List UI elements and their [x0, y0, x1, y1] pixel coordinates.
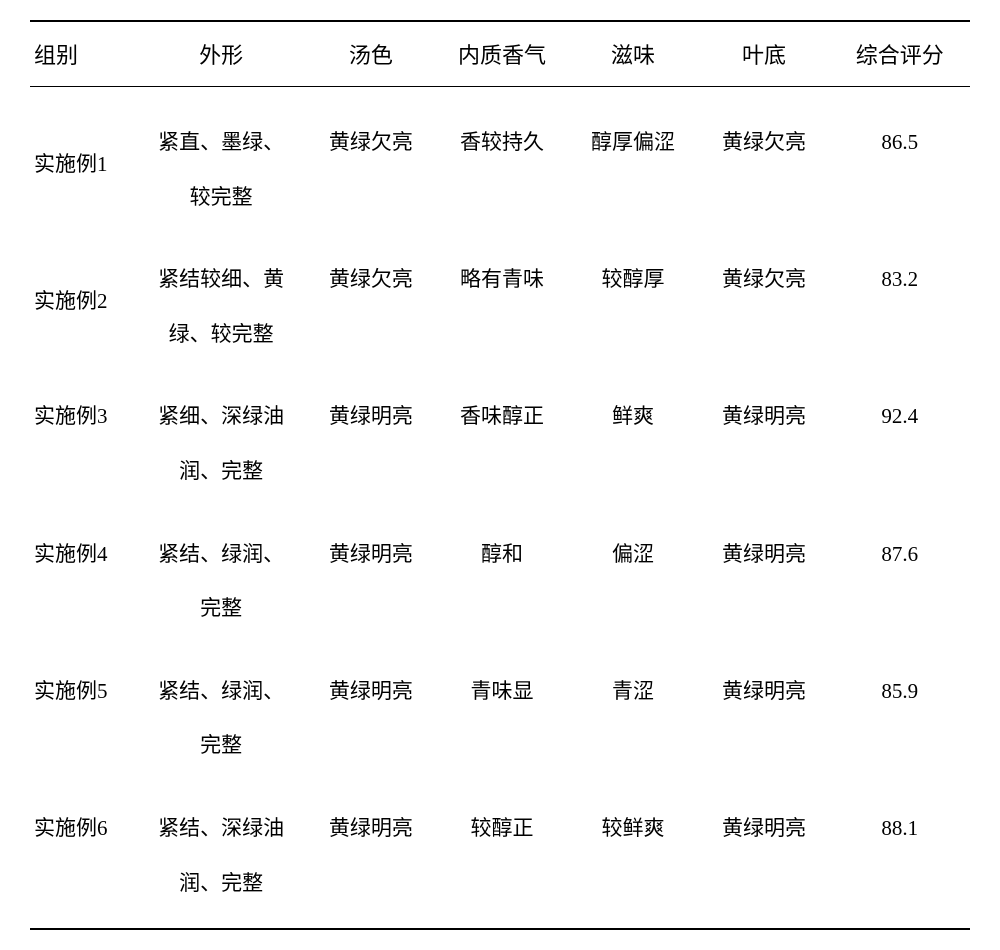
- cell-leaf: 黄绿欠亮: [699, 224, 830, 361]
- cell-group: 实施例5: [30, 636, 137, 773]
- cell-shape: 紧细、深绿油 润、完整: [137, 361, 305, 498]
- cell-shape: 紧直、墨绿、 较完整: [137, 87, 305, 225]
- cell-shape-line1: 紧结、绿润、: [158, 679, 284, 703]
- cell-liquor: 黄绿欠亮: [305, 87, 436, 225]
- cell-group: 实施例1: [30, 87, 137, 225]
- cell-shape-line2: 较完整: [190, 185, 253, 209]
- cell-taste: 偏涩: [567, 499, 698, 636]
- cell-score: 87.6: [830, 499, 970, 636]
- cell-aroma: 香味醇正: [436, 361, 567, 498]
- header-shape: 外形: [137, 21, 305, 87]
- cell-taste: 醇厚偏涩: [567, 87, 698, 225]
- table-row: 实施例1 紧直、墨绿、 较完整 黄绿欠亮 香较持久 醇厚偏涩 黄绿欠亮 86.5: [30, 87, 970, 225]
- cell-group: 实施例3: [30, 361, 137, 498]
- header-score: 综合评分: [830, 21, 970, 87]
- cell-leaf: 黄绿明亮: [699, 773, 830, 929]
- cell-shape: 紧结、深绿油 润、完整: [137, 773, 305, 929]
- cell-liquor: 黄绿明亮: [305, 361, 436, 498]
- cell-aroma: 较醇正: [436, 773, 567, 929]
- cell-shape: 紧结、绿润、 完整: [137, 499, 305, 636]
- table-row: 实施例5 紧结、绿润、 完整 黄绿明亮 青味显 青涩 黄绿明亮 85.9: [30, 636, 970, 773]
- cell-shape-line2: 完整: [200, 596, 242, 620]
- cell-score: 85.9: [830, 636, 970, 773]
- header-row: 组别 外形 汤色 内质香气 滋味 叶底 综合评分: [30, 21, 970, 87]
- cell-leaf: 黄绿明亮: [699, 636, 830, 773]
- cell-aroma: 醇和: [436, 499, 567, 636]
- header-liquor: 汤色: [305, 21, 436, 87]
- table-row: 实施例2 紧结较细、黄 绿、较完整 黄绿欠亮 略有青味 较醇厚 黄绿欠亮 83.…: [30, 224, 970, 361]
- cell-score: 92.4: [830, 361, 970, 498]
- cell-shape-line1: 紧直、墨绿、: [158, 130, 284, 154]
- cell-shape-line1: 紧结、绿润、: [158, 542, 284, 566]
- cell-aroma: 略有青味: [436, 224, 567, 361]
- cell-taste: 青涩: [567, 636, 698, 773]
- cell-liquor: 黄绿明亮: [305, 499, 436, 636]
- cell-shape-line2: 绿、较完整: [169, 322, 274, 346]
- cell-group: 实施例2: [30, 224, 137, 361]
- cell-shape-line2: 润、完整: [179, 459, 263, 483]
- cell-shape-line1: 紧结较细、黄: [158, 267, 284, 291]
- header-leaf: 叶底: [699, 21, 830, 87]
- cell-aroma: 青味显: [436, 636, 567, 773]
- cell-group: 实施例6: [30, 773, 137, 929]
- cell-shape-line2: 完整: [200, 733, 242, 757]
- cell-taste: 较醇厚: [567, 224, 698, 361]
- tea-evaluation-table: 组别 外形 汤色 内质香气 滋味 叶底 综合评分 实施例1 紧直、墨绿、 较完整…: [30, 20, 970, 930]
- cell-liquor: 黄绿明亮: [305, 773, 436, 929]
- cell-liquor: 黄绿欠亮: [305, 224, 436, 361]
- cell-shape-line1: 紧细、深绿油: [158, 404, 284, 428]
- cell-group: 实施例4: [30, 499, 137, 636]
- cell-taste: 较鲜爽: [567, 773, 698, 929]
- table-row: 实施例4 紧结、绿润、 完整 黄绿明亮 醇和 偏涩 黄绿明亮 87.6: [30, 499, 970, 636]
- cell-score: 86.5: [830, 87, 970, 225]
- cell-liquor: 黄绿明亮: [305, 636, 436, 773]
- cell-leaf: 黄绿明亮: [699, 361, 830, 498]
- cell-aroma: 香较持久: [436, 87, 567, 225]
- cell-taste: 鲜爽: [567, 361, 698, 498]
- cell-shape-line1: 紧结、深绿油: [158, 816, 284, 840]
- header-taste: 滋味: [567, 21, 698, 87]
- header-aroma: 内质香气: [436, 21, 567, 87]
- cell-leaf: 黄绿明亮: [699, 499, 830, 636]
- cell-leaf: 黄绿欠亮: [699, 87, 830, 225]
- table-row: 实施例6 紧结、深绿油 润、完整 黄绿明亮 较醇正 较鲜爽 黄绿明亮 88.1: [30, 773, 970, 929]
- cell-shape: 紧结、绿润、 完整: [137, 636, 305, 773]
- cell-score: 88.1: [830, 773, 970, 929]
- header-group: 组别: [30, 21, 137, 87]
- cell-shape: 紧结较细、黄 绿、较完整: [137, 224, 305, 361]
- table-row: 实施例3 紧细、深绿油 润、完整 黄绿明亮 香味醇正 鲜爽 黄绿明亮 92.4: [30, 361, 970, 498]
- cell-score: 83.2: [830, 224, 970, 361]
